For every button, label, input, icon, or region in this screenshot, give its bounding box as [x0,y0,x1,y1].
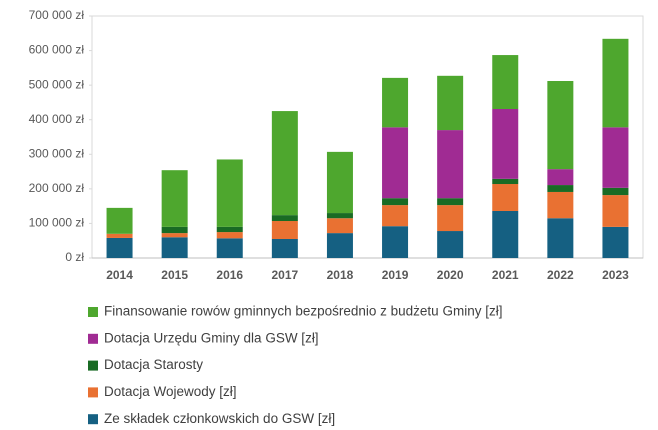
bar-segment [106,233,133,238]
y-tick-label: 400 000 zł [29,112,85,126]
bar-segment [271,221,298,239]
y-tick-label: 100 000 zł [29,216,85,230]
bar-segment [437,198,464,206]
bar-segment [271,111,298,216]
bar-segment [382,77,409,128]
bar-segment [492,184,519,211]
y-tick-label: 600 000 zł [29,43,85,57]
legend-swatch [88,414,98,425]
bar-segment [437,205,464,232]
x-tick-label: 2022 [547,268,574,282]
bar-segment [602,127,629,188]
bar-segment [547,80,574,170]
bar-segment [216,232,243,239]
x-tick-label: 2021 [492,268,519,282]
bar-segment [216,159,243,227]
bar-segment [492,108,519,179]
y-tick-label: 700 000 zł [29,8,85,22]
bar-segment [161,233,188,238]
bar-segment [106,207,133,234]
bar-segment [602,187,629,196]
bar-segment [547,169,574,186]
bar-segment [437,75,464,131]
bar-segment [382,198,409,206]
x-tick-label: 2023 [602,268,629,282]
bar-segment [326,233,353,258]
legend-label: Finansowanie rowów gminnych bezpośrednio… [104,304,502,319]
bar-segment [161,226,188,234]
bar-segment [492,55,519,109]
bar-segment [602,195,629,227]
legend-label: Dotacja Wojewody [zł] [104,384,237,399]
bar-segment [271,238,298,258]
bar-segment [216,238,243,258]
bar-segment [547,191,574,219]
bar-segment [326,213,353,219]
y-tick-label: 500 000 zł [29,77,85,91]
bar-segment [382,127,409,199]
bar-segment [602,226,629,258]
legend-label: Ze składek członkowskich do GSW [zł] [104,411,335,426]
legend-swatch [88,360,98,371]
bar-segment [437,231,464,258]
legend-swatch [88,333,98,344]
bar-segment [382,205,409,227]
legend-label: Dotacja Starosty [104,357,203,372]
bar-segment [492,178,519,185]
bar-segment [161,237,188,258]
bar-segment [161,170,188,227]
y-tick-label: 200 000 zł [29,181,85,195]
bar-segment [106,237,133,258]
bar-segment [492,210,519,258]
x-tick-label: 2019 [382,268,409,282]
x-tick-label: 2018 [327,268,354,282]
bar-segment [547,218,574,258]
bar-segment [326,151,353,214]
bar-segment [602,38,629,128]
x-tick-label: 2020 [437,268,464,282]
x-tick-label: 2017 [271,268,298,282]
bar-segment [326,218,353,234]
legend-swatch [88,387,98,398]
bar-segment [437,130,464,199]
bar-segment [382,226,409,258]
bar-segment [271,215,298,222]
y-tick-label: 300 000 zł [29,146,85,160]
x-tick-label: 2014 [106,268,133,282]
bar-segment [547,185,574,192]
x-tick-label: 2016 [216,268,243,282]
x-tick-label: 2015 [161,268,188,282]
bar-segment [216,226,243,233]
y-tick-label: 0 zł [65,250,84,264]
legend-swatch [88,307,98,317]
legend-label: Dotacja Urzędu Gminy dla GSW [zł] [104,330,319,345]
